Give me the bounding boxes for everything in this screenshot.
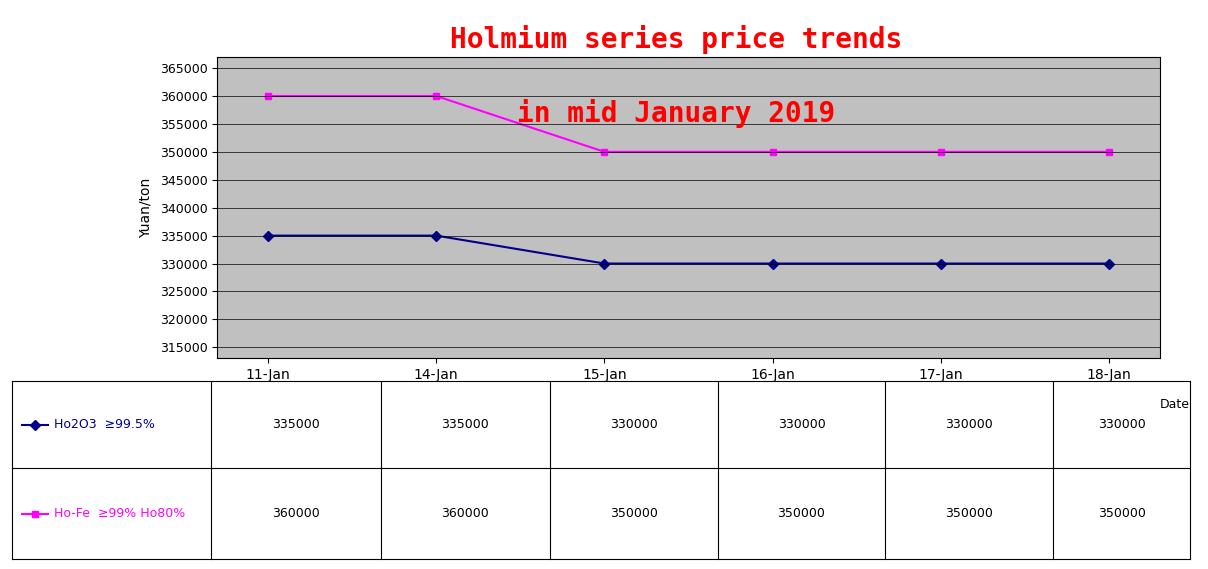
Y-axis label: Yuan/ton: Yuan/ton <box>139 178 153 238</box>
Text: 330000: 330000 <box>610 418 657 431</box>
Text: Holmium series price trends: Holmium series price trends <box>451 26 902 54</box>
Text: 350000: 350000 <box>610 508 657 521</box>
Text: Date: Date <box>1160 398 1190 411</box>
Text: 360000: 360000 <box>441 508 489 521</box>
Text: 330000: 330000 <box>1098 418 1145 431</box>
Text: 335000: 335000 <box>441 418 489 431</box>
Text: 335000: 335000 <box>272 418 320 431</box>
Text: 330000: 330000 <box>946 418 993 431</box>
Text: 360000: 360000 <box>272 508 320 521</box>
Text: 350000: 350000 <box>946 508 993 521</box>
Text: 330000: 330000 <box>778 418 825 431</box>
Text: Ho-Fe  ≥99% Ho80%: Ho-Fe ≥99% Ho80% <box>54 508 186 521</box>
Text: Ho2O3  ≥99.5%: Ho2O3 ≥99.5% <box>54 418 156 431</box>
Text: in mid January 2019: in mid January 2019 <box>517 100 836 128</box>
Text: 350000: 350000 <box>778 508 825 521</box>
Text: 350000: 350000 <box>1098 508 1145 521</box>
